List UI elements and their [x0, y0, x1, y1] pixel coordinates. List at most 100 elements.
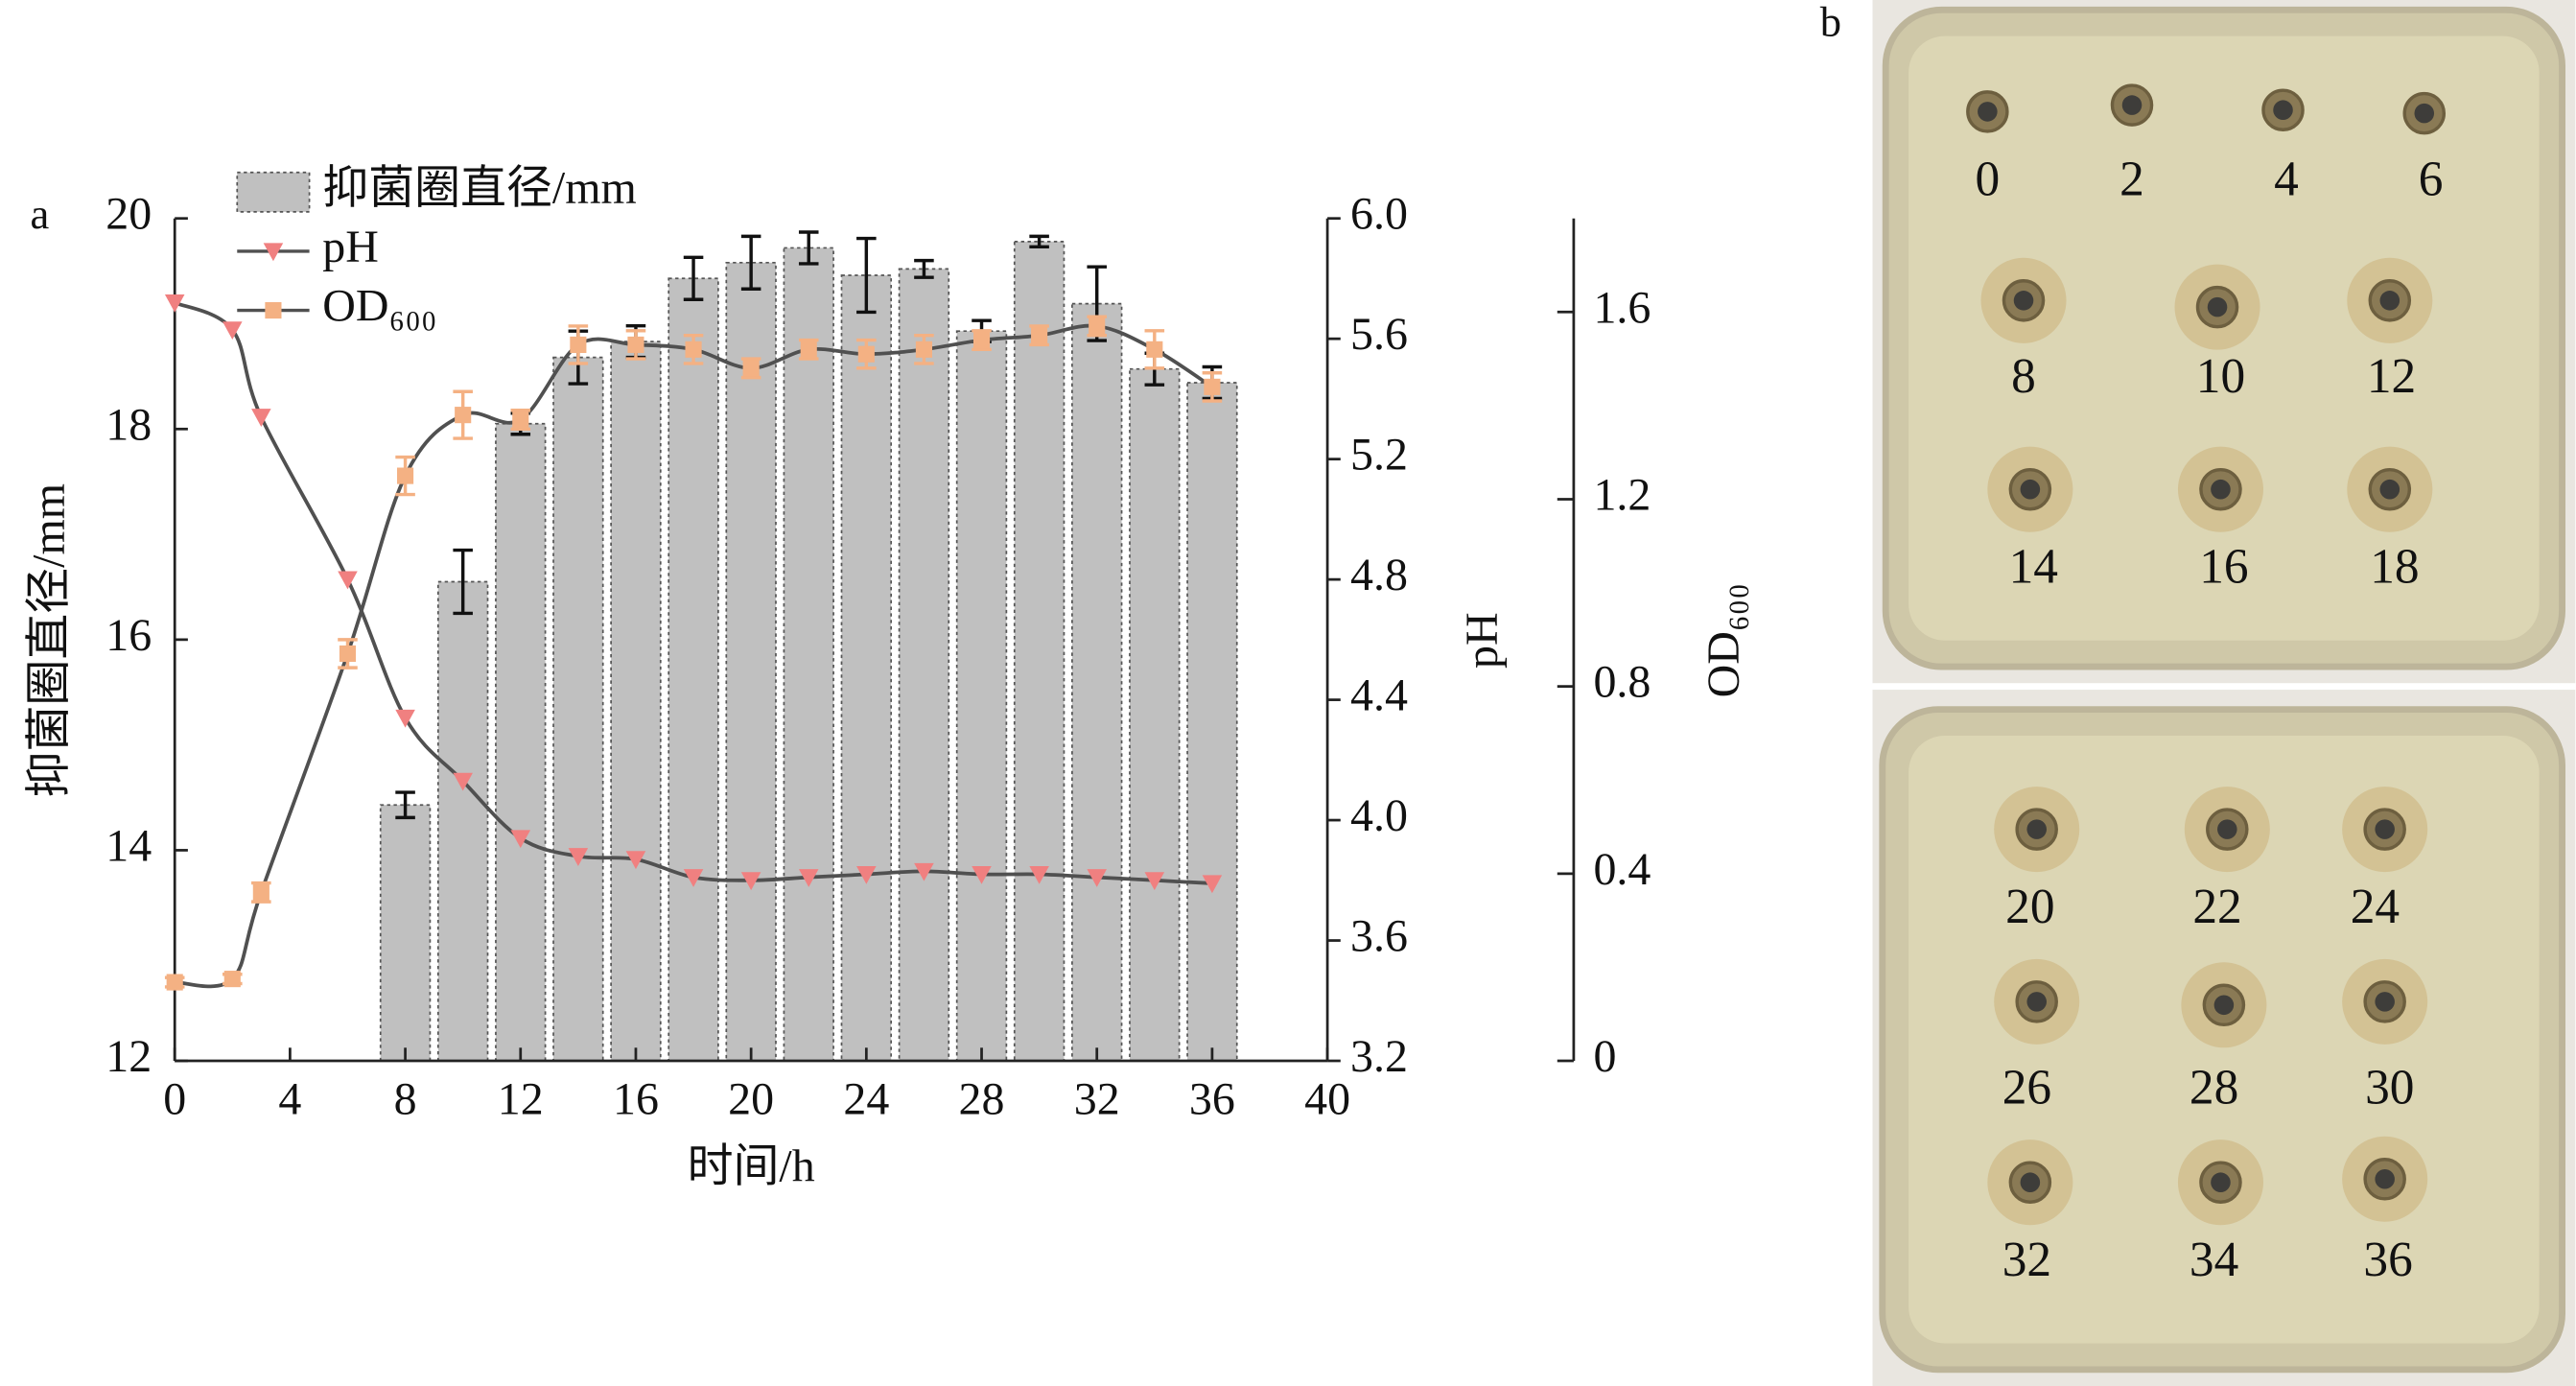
bar	[1186, 382, 1238, 1062]
x-tick-label: 24	[843, 1074, 889, 1125]
point	[570, 336, 587, 354]
legend-marker	[263, 243, 284, 262]
x-tick-label: 8	[394, 1074, 417, 1125]
well-center	[2217, 819, 2237, 839]
error-bar	[914, 258, 934, 279]
plate-label: 16	[2199, 540, 2248, 595]
point	[857, 345, 875, 363]
y-tick-label: 14	[105, 820, 152, 871]
point	[223, 971, 241, 988]
y3-tick-label: 1.2	[1593, 469, 1651, 520]
point	[1144, 872, 1165, 891]
well-center	[2121, 95, 2143, 115]
point	[251, 409, 271, 428]
point	[798, 869, 819, 887]
plate-label: 26	[2002, 1060, 2051, 1115]
point	[395, 709, 415, 728]
point	[1202, 875, 1223, 894]
plate-label: 4	[2274, 153, 2299, 207]
bar	[667, 277, 719, 1062]
plate-label: 14	[2009, 540, 2058, 595]
y-tick-label: 16	[105, 610, 152, 661]
point	[510, 830, 531, 849]
y-tick-label: 20	[105, 189, 152, 240]
error-bar	[798, 230, 819, 266]
y2-tick-label: 4.4	[1350, 670, 1408, 721]
well-center	[2013, 291, 2034, 311]
bar	[436, 580, 489, 1062]
point	[740, 872, 761, 891]
x-axis-label: 时间/h	[688, 1141, 815, 1192]
plate-label: 22	[2192, 880, 2241, 934]
point	[1029, 865, 1049, 884]
legend-marker	[265, 302, 282, 319]
x-tick-label: 16	[613, 1074, 659, 1125]
point	[625, 851, 646, 870]
bar	[379, 804, 432, 1062]
point	[164, 294, 185, 313]
point	[972, 332, 991, 349]
point	[166, 974, 183, 991]
bar	[955, 330, 1008, 1062]
y2-tick-label: 4.8	[1350, 550, 1408, 600]
well-center	[2379, 291, 2400, 311]
plate-label: 18	[2370, 540, 2419, 595]
point	[1089, 317, 1106, 335]
well-center	[2020, 1172, 2041, 1192]
point	[222, 321, 243, 341]
plate-label: 8	[2011, 349, 2036, 404]
point	[1204, 378, 1221, 395]
panel-label: b	[1820, 0, 1841, 46]
bar	[610, 341, 662, 1062]
well-center	[2375, 992, 2395, 1012]
bar	[552, 356, 604, 1062]
x-tick-label: 36	[1189, 1074, 1235, 1125]
plate-label: 2	[2119, 153, 2144, 207]
well-center	[2207, 296, 2228, 317]
point	[683, 869, 704, 887]
y3-tick-label: 0.8	[1593, 657, 1651, 708]
y2-tick-label: 5.6	[1350, 309, 1408, 360]
well-center	[2375, 1169, 2395, 1189]
point	[685, 341, 702, 358]
x-tick-label: 12	[498, 1074, 544, 1125]
well-center	[2211, 479, 2231, 500]
panel-label: a	[31, 190, 50, 238]
point	[568, 848, 589, 866]
plate-label: 0	[1976, 153, 2001, 207]
point	[339, 645, 357, 663]
point	[742, 360, 760, 377]
y2-tick-label: 5.2	[1350, 430, 1408, 481]
y3-tick-label: 1.6	[1593, 282, 1651, 333]
error-bar	[395, 790, 415, 820]
point	[1146, 341, 1163, 358]
well-center	[2020, 479, 2041, 500]
y3-tick-label: 0	[1593, 1031, 1616, 1082]
x-tick-label: 28	[959, 1074, 1005, 1125]
error-bar	[683, 255, 704, 301]
y3-tick-label: 0.4	[1593, 844, 1651, 895]
y-axis-label: 抑菌圈直径/mm	[24, 483, 75, 797]
legend-label: 抑菌圈直径/mm	[322, 162, 636, 213]
error-bar	[740, 234, 761, 291]
x-tick-label: 0	[163, 1074, 186, 1125]
well-center	[1978, 102, 1998, 122]
well-center	[2375, 819, 2395, 839]
error-bar	[1029, 234, 1049, 249]
well-center	[2026, 992, 2047, 1012]
y2-tick-label: 3.6	[1350, 911, 1408, 962]
x-tick-label: 40	[1304, 1074, 1350, 1125]
point	[1087, 869, 1107, 887]
y2-tick-label: 4.0	[1350, 790, 1408, 841]
bar	[783, 247, 834, 1062]
plate-label: 20	[2005, 880, 2054, 934]
plate-label: 30	[2365, 1060, 2414, 1115]
plate-label: 36	[2363, 1233, 2412, 1287]
point	[453, 772, 473, 791]
point	[512, 411, 529, 429]
y-tick-label: 12	[105, 1031, 152, 1082]
x-tick-label: 32	[1074, 1074, 1120, 1125]
error-bar	[453, 548, 473, 616]
